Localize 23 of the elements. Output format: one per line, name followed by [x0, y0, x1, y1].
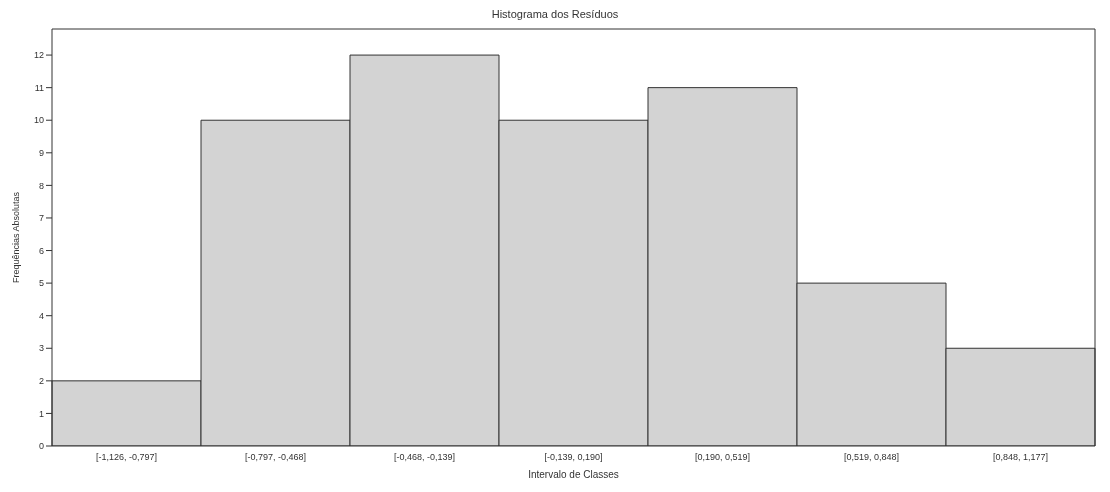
y-tick-label: 9 — [38, 147, 44, 158]
y-tick-label: 12 — [33, 50, 44, 61]
y-tick-label: 6 — [38, 245, 44, 256]
x-axis-title: Intervalo de Classes — [528, 469, 619, 480]
x-tick-label: [-0,797, -0,468] — [244, 452, 307, 463]
x-tick-label: [0,519, 0,848] — [843, 452, 900, 463]
x-tick-label: [0,190, 0,519] — [694, 452, 751, 463]
y-tick-label: 8 — [38, 180, 44, 191]
x-tick-label: [-1,126, -0,797] — [95, 452, 158, 463]
y-tick-label: 1 — [38, 408, 44, 419]
x-tick-label: [-0,139, 0,190] — [544, 452, 603, 463]
y-tick-label: 5 — [38, 278, 44, 289]
y-tick-label: 11 — [34, 82, 44, 93]
y-tick-label: 10 — [33, 115, 44, 126]
x-tick-label: [-0,468, -0,139] — [393, 452, 456, 463]
y-tick-label: 0 — [38, 441, 44, 452]
chart-title: Histograma dos Resíduos — [490, 8, 620, 22]
y-tick-label: 7 — [38, 213, 44, 224]
y-axis-title: Frequências Absolutas — [11, 191, 22, 284]
x-tick-label: [0,848, 1,177] — [992, 452, 1049, 463]
y-tick-label: 2 — [38, 376, 44, 387]
y-tick-label: 3 — [38, 343, 44, 354]
y-tick-label: 4 — [38, 310, 44, 321]
